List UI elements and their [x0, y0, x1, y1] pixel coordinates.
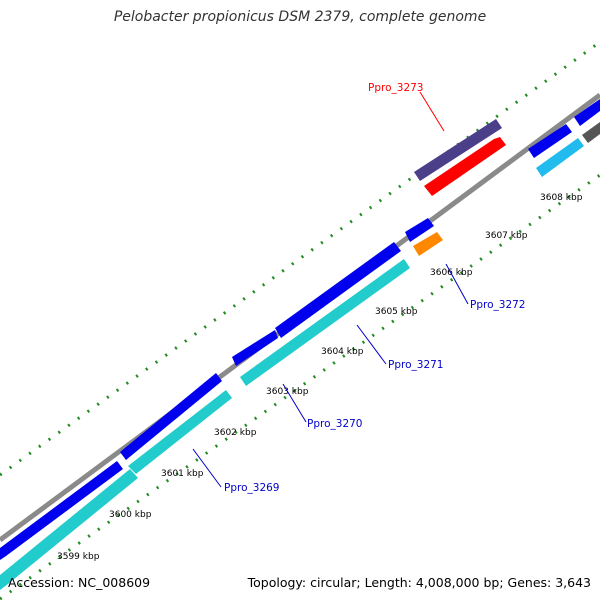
cds-ppro-3273 — [424, 137, 506, 196]
gene-label-ppro-3272[interactable]: Ppro_3272 — [470, 299, 525, 311]
leader-ppro-3269 — [192, 448, 222, 488]
cds-reverse-3 — [240, 259, 410, 386]
inner-tick-ring — [0, 173, 600, 600]
leader-ppro-3273 — [419, 91, 445, 132]
map-title: Pelobacter propionicus DSM 2379, complet… — [113, 9, 487, 25]
cds-forward-2 — [120, 373, 222, 460]
cds-forward-7 — [574, 99, 600, 126]
outer-tick-ring — [0, 40, 600, 477]
gene-label-ppro-3270[interactable]: Ppro_3270 — [307, 418, 362, 430]
accession-text: Accession: NC_008609 — [8, 575, 151, 590]
tick-3599: 3599 kbp — [57, 552, 100, 562]
tick-3605: 3605 kbp — [375, 307, 418, 317]
gene-label-ppro-3273[interactable]: Ppro_3273 — [368, 82, 423, 94]
tick-3601: 3601 kbp — [161, 469, 204, 479]
tick-3602: 3602 kbp — [214, 428, 257, 438]
tick-3600: 3600 kbp — [109, 510, 152, 520]
cds-reverse-4 — [536, 138, 584, 177]
tick-3607: 3607 kbp — [485, 231, 528, 241]
cds-reverse-1 — [0, 469, 138, 590]
gene-label-ppro-3271[interactable]: Ppro_3271 — [388, 359, 443, 371]
cds-ppro-3273-partner — [414, 119, 502, 181]
cds-forward-6 — [528, 124, 572, 158]
leader-ppro-3270 — [282, 383, 307, 423]
gene-label-ppro-3269[interactable]: Ppro_3269 — [224, 482, 279, 494]
cds-reverse-5 — [582, 122, 600, 143]
cds-forward-1 — [0, 461, 123, 560]
leader-ppro-3271 — [356, 324, 387, 365]
leader-ppro-3272 — [445, 263, 469, 305]
cds-forward-4 — [275, 242, 401, 338]
genome-summary-text: Topology: circular; Length: 4,008,000 bp… — [247, 575, 591, 590]
cds-forward-3 — [232, 330, 278, 366]
cds-orange — [413, 232, 443, 256]
cds-forward-5 — [405, 218, 434, 242]
tick-3604: 3604 kbp — [321, 347, 364, 357]
tick-3608: 3608 kbp — [540, 193, 583, 203]
cds-reverse-2 — [128, 390, 232, 474]
